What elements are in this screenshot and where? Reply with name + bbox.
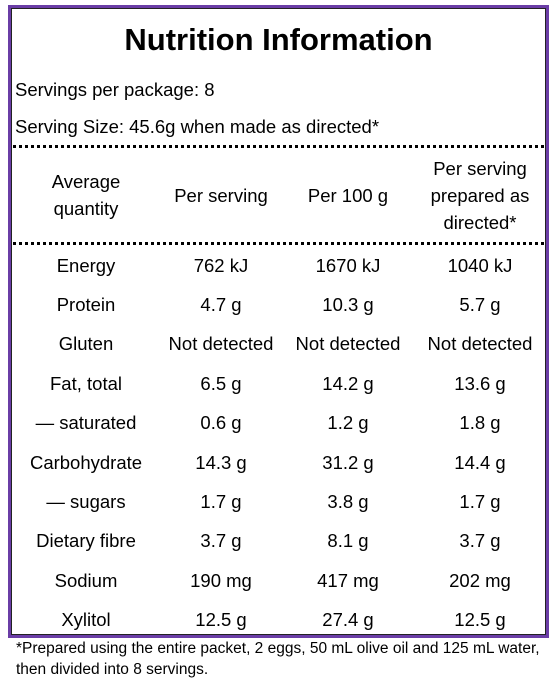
header-cell: Per serving prepared as directed* — [413, 155, 547, 236]
nutrient-value: 3.8 g — [327, 491, 369, 513]
nutrient-value: 5.7 g — [459, 294, 501, 316]
nutrient-value: 0.6 g — [200, 412, 242, 434]
nutrient-value: 1040 kJ — [447, 254, 513, 276]
nutrient-value: 3.7 g — [459, 530, 501, 552]
table-row: Dietary fibre 3.7 g 8.1 g 3.7 g — [13, 522, 547, 561]
nutrient-value: 12.5 g — [454, 609, 506, 631]
header-text: Average quantity — [51, 171, 121, 219]
table-body: Energy 762 kJ 1670 kJ 1040 kJ Protein 4.7 g 10… — [13, 246, 547, 640]
nutrient-name: Dietary fibre — [36, 530, 136, 552]
table-header: Average quantity Per serving Per 100 g Per … — [13, 150, 547, 240]
header-text: Per serving prepared as directed* — [430, 157, 530, 233]
header-cell: Per serving — [159, 182, 283, 209]
nutrient-name: Fat, total — [50, 372, 122, 394]
nutrient-value: 10.3 g — [322, 294, 374, 316]
nutrient-value: 12.5 g — [195, 609, 247, 631]
nutrient-value: 1.8 g — [459, 412, 501, 434]
serving-size: Serving Size: 45.6g when made as directe… — [15, 116, 380, 137]
nutrient-value: 13.6 g — [454, 372, 506, 394]
header-text: Per serving — [174, 184, 268, 206]
table-row: Sodium 190 mg 417 mg 202 mg — [13, 561, 547, 600]
table-row: Carbohydrate 14.3 g 31.2 g 14.4 g — [13, 443, 547, 482]
table-row: Protein 4.7 g 10.3 g 5.7 g — [13, 285, 547, 324]
servings: Servings per package: 8 — [15, 79, 215, 100]
table-row: Energy 762 kJ 1670 kJ 1040 kJ — [13, 246, 547, 285]
nutrient-value: 8.1 g — [327, 530, 369, 552]
divider — [13, 242, 544, 245]
nutrient-value: 1.7 g — [200, 491, 242, 513]
header-cell: Average quantity — [13, 168, 159, 222]
nutrient-value: 202 mg — [449, 569, 511, 591]
header-text: Per 100 g — [307, 184, 389, 206]
nutrient-name: Energy — [56, 254, 116, 276]
nutrient-value: 14.2 g — [322, 372, 374, 394]
nutrient-value: 417 mg — [317, 569, 379, 591]
nutrient-name: Protein — [56, 294, 116, 316]
nutrient-value: 14.4 g — [454, 451, 506, 473]
table-row: Xylitol 12.5 g 27.4 g 12.5 g — [13, 601, 547, 640]
table-row: — saturated 0.6 g 1.2 g 1.8 g — [13, 404, 547, 443]
nutrient-value: 1670 kJ — [315, 254, 381, 276]
nutrient-value: 1.2 g — [327, 412, 369, 434]
nutrient-value: 190 mg — [190, 569, 252, 591]
nutrient-value: 27.4 g — [322, 609, 374, 631]
nutrient-name: Sodium — [54, 569, 118, 591]
header-cell: Per 100 g — [283, 182, 413, 209]
table-row: Fat, total 6.5 g 14.2 g 13.6 g — [13, 364, 547, 403]
nutrient-value: Not detected — [427, 333, 533, 355]
footnote: *Prepared using the entire packet, 2 egg… — [16, 640, 540, 678]
nutrient-name: Gluten — [58, 333, 114, 355]
nutrient-value: 31.2 g — [322, 451, 374, 473]
nutrient-name: — sugars — [46, 491, 126, 513]
nutrient-value: 3.7 g — [200, 530, 242, 552]
table-row: — sugars 1.7 g 3.8 g 1.7 g — [13, 482, 547, 521]
nutrient-value: 14.3 g — [195, 451, 247, 473]
nutrient-value: 762 kJ — [193, 254, 249, 276]
divider — [13, 145, 544, 148]
nutrient-value: 6.5 g — [200, 372, 242, 394]
nutrient-value: 4.7 g — [200, 294, 242, 316]
nutrient-value: 1.7 g — [459, 491, 501, 513]
nutrient-value: Not detected — [168, 333, 274, 355]
table-row: Gluten Not detected Not detected Not detect… — [13, 325, 547, 364]
nutrient-value: Not detected — [295, 333, 401, 355]
nutrition-panel: Nutrition Information Servings per packa… — [8, 5, 549, 638]
title: Nutrition Information — [124, 22, 433, 57]
nutrient-name: Xylitol — [61, 609, 111, 631]
nutrient-name: Carbohydrate — [29, 451, 143, 473]
nutrient-name: — saturated — [35, 412, 137, 434]
